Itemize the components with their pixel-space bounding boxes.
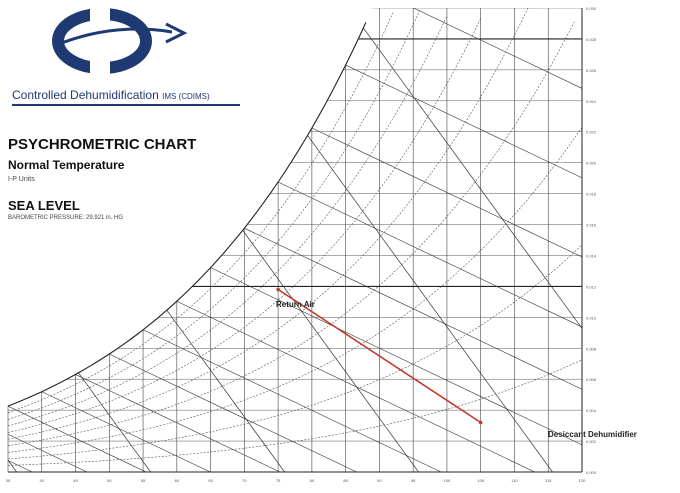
- x-tick-label: 80: [310, 478, 315, 483]
- x-tick-label: 115: [545, 478, 552, 483]
- process-line: [277, 288, 482, 424]
- y-tick-label: 0.028: [586, 37, 597, 42]
- company-name: Controlled Dehumidification IMS (CDIMS): [12, 88, 210, 102]
- desiccant-point: [478, 420, 483, 425]
- chart-subtitle: Normal Temperature: [8, 158, 125, 172]
- wet-bulb-line: [8, 427, 33, 472]
- wet-bulb-line: [345, 64, 582, 472]
- x-tick-label: 100: [444, 478, 451, 483]
- x-tick-label: 105: [477, 478, 484, 483]
- wet-bulb-line: [210, 267, 582, 472]
- wet-bulb-line: [176, 300, 535, 472]
- y-tick-label: 0.014: [586, 253, 597, 258]
- company-name-text: Controlled Dehumidification: [12, 88, 159, 102]
- wet-bulb-line: [379, 8, 582, 472]
- wet-bulb-line: [277, 181, 582, 472]
- x-tick-label: 40: [40, 478, 45, 483]
- rh-curve-40: [7, 20, 576, 447]
- rh-curve-30: [7, 127, 583, 453]
- rh-curve-60: [7, 18, 481, 433]
- brand-logo: Controlled Dehumidification IMS (CDIMS): [8, 8, 240, 106]
- desiccant-dehumidifier-label: Desiccant Dehumidifier: [548, 430, 637, 439]
- specific-volume-line: [348, 8, 582, 472]
- elevation-label: SEA LEVEL: [8, 198, 80, 213]
- wet-bulb-line: [8, 405, 147, 472]
- x-tick-label: 75: [276, 478, 281, 483]
- wet-bulb-line: [109, 353, 357, 472]
- chart-units: I-P Units: [8, 176, 35, 183]
- wet-bulb-line: [446, 8, 582, 472]
- wet-bulb-line: [311, 127, 582, 472]
- y-tick-label: 0.004: [586, 408, 597, 413]
- rh-curve-50: [7, 7, 529, 440]
- y-tick-label: 0.018: [586, 192, 597, 197]
- pressure-label: BAROMETRIC PRESSURE: 29.921 in. HG: [8, 215, 124, 221]
- rh-curve-90: [7, 12, 394, 413]
- company-suffix: IMS (CDIMS): [162, 92, 210, 101]
- y-tick-label: 0.008: [586, 346, 597, 351]
- wet-bulb-line: [413, 8, 582, 472]
- y-tick-label: 0.026: [586, 68, 597, 73]
- logo-divider: [12, 104, 240, 106]
- x-tick-label: 50: [107, 478, 112, 483]
- rh-curve-20: [7, 244, 583, 460]
- rh-curve-10: [7, 359, 583, 466]
- wet-bulb-line: [41, 391, 211, 472]
- x-tick-label: 90: [377, 478, 382, 483]
- x-tick-label: 35: [6, 478, 11, 483]
- wet-bulb-line: [548, 8, 582, 472]
- y-tick-label: 0.000: [586, 470, 597, 475]
- wet-bulb-line: [480, 8, 582, 472]
- wet-bulb-line: [616, 0, 680, 472]
- wet-bulb-line: [581, 8, 582, 472]
- specific-volume-line: [8, 8, 151, 472]
- wet-bulb-line: [142, 329, 442, 472]
- y-tick-label: 0.030: [586, 6, 597, 11]
- wet-bulb-line: [75, 374, 281, 472]
- cdims-logo-icon: [52, 8, 188, 74]
- rh-curve-80: [7, 9, 421, 420]
- y-tick-label: 0.024: [586, 99, 597, 104]
- wet-bulb-line: [244, 227, 582, 472]
- x-tick-label: 85: [343, 478, 348, 483]
- y-tick-label: 0.020: [586, 161, 597, 166]
- x-tick-label: 45: [73, 478, 78, 483]
- x-tick-label: 65: [208, 478, 213, 483]
- x-tick-label: 70: [242, 478, 247, 483]
- y-tick-label: 0.002: [586, 439, 597, 444]
- y-tick-label: 0.010: [586, 315, 597, 320]
- y-tick-label: 0.006: [586, 377, 597, 382]
- x-tick-label: 120: [579, 478, 586, 483]
- x-tick-label: 95: [411, 478, 416, 483]
- chart-title: PSYCHROMETRIC CHART: [8, 136, 197, 153]
- return-air-label: Return Air: [276, 300, 315, 309]
- specific-volume-line: [214, 8, 553, 472]
- x-tick-label: 55: [141, 478, 146, 483]
- wet-bulb-line: [514, 8, 582, 472]
- x-tick-label: 110: [511, 478, 518, 483]
- y-tick-label: 0.022: [586, 130, 597, 135]
- return-air-point: [276, 287, 280, 292]
- y-tick-label: 0.012: [586, 284, 597, 289]
- y-tick-label: 0.016: [586, 223, 597, 228]
- wet-bulb-line: [8, 417, 88, 472]
- x-tick-label: 60: [175, 478, 180, 483]
- rh-curve-70: [7, 15, 448, 427]
- rh-curve-100: [7, 22, 367, 407]
